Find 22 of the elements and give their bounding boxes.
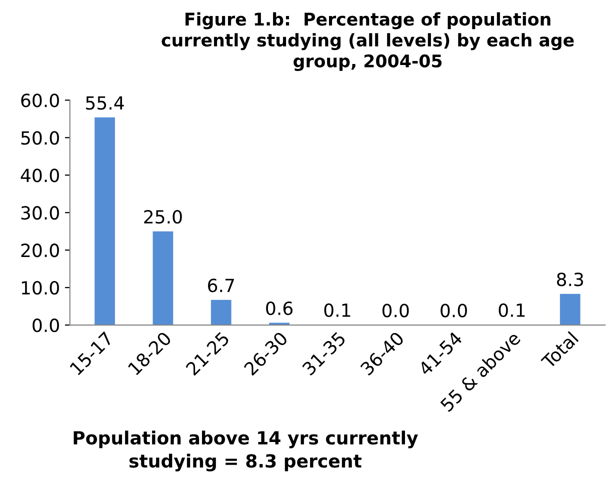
data-label: 25.0 — [144, 210, 182, 224]
data-label: 0.0 — [440, 304, 467, 318]
data-label: 0.1 — [498, 303, 525, 317]
data-label: 6.7 — [208, 278, 234, 292]
y-tick-label: 0.0 — [32, 318, 59, 332]
y-tick-label: 10.0 — [22, 281, 59, 295]
y-tick-label: 30.0 — [21, 206, 59, 220]
bar — [210, 300, 232, 326]
data-label: 0.1 — [324, 303, 350, 317]
data-label: 55.4 — [86, 96, 124, 110]
y-tick-label: 40.0 — [20, 168, 59, 182]
bar — [560, 294, 580, 326]
bar — [94, 117, 115, 326]
data-label: 8.3 — [556, 272, 584, 286]
data-label: 0.0 — [382, 304, 409, 318]
y-tick-label: 50.0 — [21, 131, 59, 145]
bar — [152, 231, 174, 326]
data-label: 0.6 — [266, 301, 293, 316]
text: Population above 14 yrs currently studying = 8.3 percent — [74, 430, 418, 472]
y-tick-label: 60.0 — [21, 94, 59, 108]
y-tick-label: 20.0 — [21, 244, 59, 258]
chart-title: Figure 1.b: Percentage of population currently studying (all levels) by each age group, 2004-05 — [162, 12, 574, 72]
